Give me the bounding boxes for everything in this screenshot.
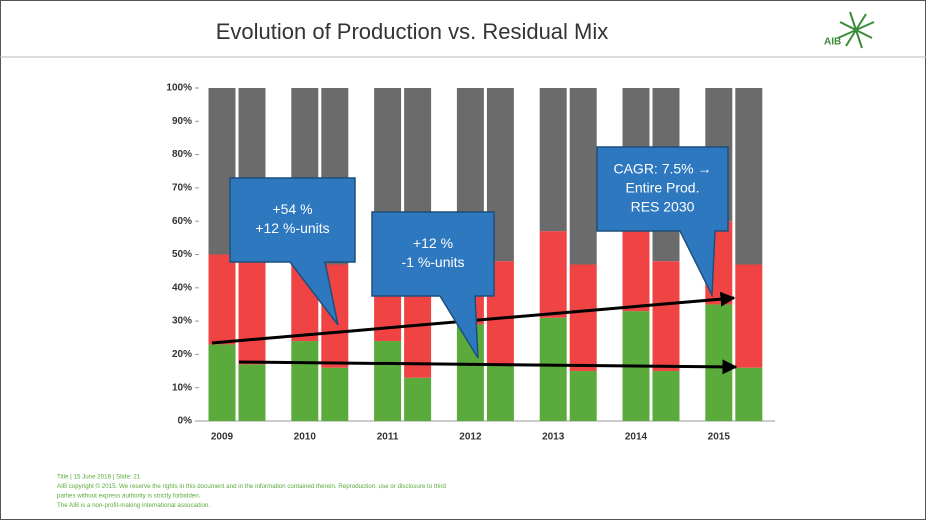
- footer-text: The AIB is a non-profit-making internati…: [57, 502, 210, 509]
- callout-text: CAGR: 7.5% →: [613, 161, 711, 177]
- bar-segment: [622, 227, 650, 312]
- bar-segment: [404, 377, 432, 421]
- footer-text: parties without express authority is str…: [57, 493, 201, 500]
- bar-segment: [652, 261, 680, 372]
- bar-segment: [735, 367, 763, 421]
- bar-segment: [539, 231, 567, 318]
- bar-segment: [208, 344, 236, 421]
- bar-segment: [238, 254, 266, 365]
- bar-segment: [705, 304, 733, 421]
- x-tick-label: 2011: [377, 432, 399, 443]
- bar-segment: [486, 364, 514, 421]
- logo-text: AIB: [824, 37, 841, 48]
- y-tick-label: 80%: [172, 149, 192, 160]
- bar-segment: [735, 264, 763, 368]
- bar-segment: [569, 371, 597, 421]
- y-tick-label: 60%: [172, 216, 192, 227]
- y-tick-label: 100%: [166, 83, 192, 94]
- bar-segment: [652, 371, 680, 421]
- callout-text: +12 %: [413, 235, 453, 251]
- callout-text: Entire Prod.: [626, 180, 700, 196]
- callout-text: +12 %-units: [255, 220, 329, 236]
- bar-segment: [539, 88, 567, 232]
- bar-segment: [208, 254, 236, 345]
- overlays: +54 % +12 %-units +12 % -1 %-units CAGR: 7.5…: [211, 146, 738, 375]
- y-tick-label: 0%: [178, 416, 193, 427]
- bar-segment: [291, 341, 319, 421]
- slide-title: Evolution of Production vs. Residual Mix: [216, 19, 609, 44]
- bar-segment: [238, 364, 266, 421]
- y-tick-label: 70%: [172, 183, 192, 194]
- bar-segment: [321, 367, 349, 421]
- x-tick-label: 2009: [211, 432, 234, 443]
- callout-text: +54 %: [272, 201, 312, 217]
- callout: [596, 146, 729, 298]
- footer: Title | 15 June 2016 | Slide: 21 AIB copy…: [57, 474, 447, 510]
- y-tick-label: 30%: [172, 316, 192, 327]
- callout: [371, 211, 495, 359]
- callout-text: RES 2030: [631, 199, 695, 215]
- trend-arrow: [238, 359, 738, 375]
- bar-segment: [735, 88, 763, 265]
- footer-text: AIB copyright © 2015. We reserve the rig…: [57, 483, 447, 490]
- y-tick-label: 40%: [172, 282, 192, 293]
- bar-segment: [569, 264, 597, 372]
- callout: [229, 177, 356, 326]
- x-tick-label: 2012: [459, 432, 482, 443]
- bar-segment: [539, 317, 567, 421]
- footer-text: Title | 15 June 2016 | Slide: 21: [57, 474, 141, 481]
- y-tick-label: 90%: [172, 116, 192, 127]
- y-tick-label: 20%: [172, 349, 192, 360]
- logo: AIB: [824, 11, 875, 49]
- y-tick-label: 50%: [172, 249, 192, 260]
- callout-text: -1 %-units: [401, 254, 464, 270]
- x-tick-label: 2015: [708, 432, 731, 443]
- x-tick-label: 2013: [542, 432, 565, 443]
- y-tick-label: 10%: [172, 382, 192, 393]
- x-tick-label: 2010: [294, 432, 317, 443]
- x-tick-label: 2014: [625, 432, 648, 443]
- bar-segment: [374, 341, 402, 421]
- bar-segment: [569, 88, 597, 265]
